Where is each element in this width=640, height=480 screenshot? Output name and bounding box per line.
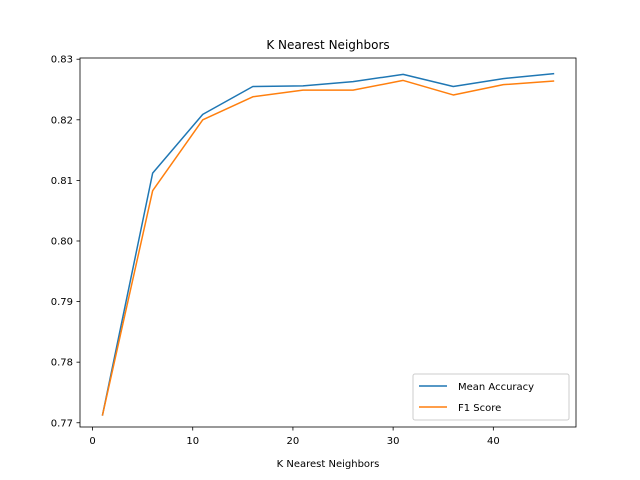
series-layer: [101, 72, 555, 416]
x-tick-label: 40: [487, 436, 500, 447]
legend-label-mean-accuracy: Mean Accuracy: [458, 382, 534, 393]
y-tick-label: 0.83: [51, 55, 73, 66]
legend-box: [412, 373, 570, 421]
x-tick-label: 10: [186, 436, 199, 447]
y-tick-label: 0.81: [51, 176, 73, 187]
y-tick-label: 0.80: [51, 236, 73, 247]
plot-area: [80, 58, 576, 427]
plot-background: [80, 58, 576, 427]
y-tick-label: 0.82: [51, 115, 73, 126]
x-tick-label: 0: [89, 436, 95, 447]
y-tick-label: 0.78: [51, 358, 73, 369]
legend: Mean Accuracy F1 Score: [412, 373, 570, 421]
x-axis-label: K Nearest Neighbors: [277, 459, 380, 470]
y-tick-label: 0.79: [51, 297, 73, 308]
y-tick-label: 0.77: [51, 418, 73, 429]
series-line-f1-score: [101, 79, 555, 416]
legend-label-f1-score: F1 Score: [458, 403, 501, 414]
chart-title: K Nearest Neighbors: [266, 38, 389, 52]
x-tick-label: 30: [387, 436, 400, 447]
x-tick-label: 20: [287, 436, 300, 447]
series-line-mean-accuracy: [101, 72, 555, 416]
y-axis: 0.77 0.78 0.79 0.80 0.81 0.82 0.83: [51, 55, 80, 429]
x-axis: 0 10 20 30 40: [89, 427, 500, 447]
plot-frame: [79, 57, 577, 428]
